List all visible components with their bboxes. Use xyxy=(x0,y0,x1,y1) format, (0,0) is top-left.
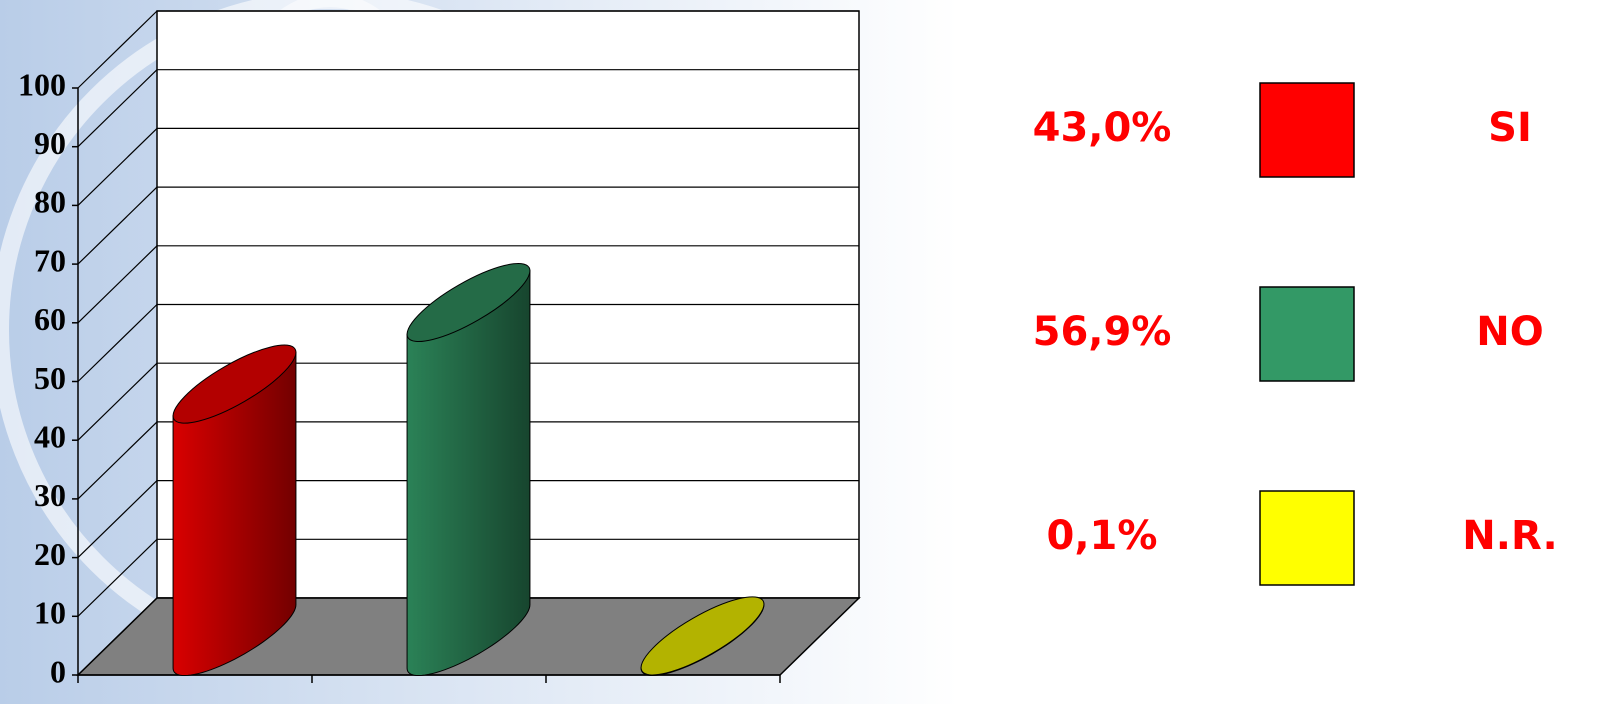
bar-top xyxy=(640,596,765,676)
plot-area: 0 10 20 30 40 50 60 70 80 90 100 xyxy=(18,10,861,689)
legend-label: SI xyxy=(1488,105,1532,151)
bar-top xyxy=(406,262,531,343)
side-grid-line xyxy=(77,597,158,676)
value-label: 56,9% xyxy=(1033,309,1172,355)
side-grid-line xyxy=(77,480,158,559)
y-tick-label: 0 xyxy=(50,653,66,689)
legend-swatch xyxy=(1259,286,1355,382)
y-tick-label: 20 xyxy=(34,536,66,572)
y-tick-label: 40 xyxy=(34,419,66,455)
legend-label: N.R. xyxy=(1462,513,1557,559)
bar xyxy=(172,351,297,677)
side-grid-line xyxy=(77,186,158,265)
legend-label: NO xyxy=(1476,309,1543,355)
y-tick-label: 50 xyxy=(34,360,66,396)
y-tick-label: 80 xyxy=(34,184,66,220)
y-tick-label: 60 xyxy=(34,301,66,337)
value-label: 0,1% xyxy=(1047,513,1158,559)
legend-swatch xyxy=(1259,490,1355,586)
y-tick-label: 10 xyxy=(34,595,66,631)
side-grid-line xyxy=(77,10,158,89)
side-grid-line xyxy=(77,362,158,441)
y-tick-label: 100 xyxy=(18,66,66,102)
bar-top xyxy=(172,344,297,424)
y-tick-label: 70 xyxy=(34,242,66,278)
y-tick-label: 30 xyxy=(34,477,66,513)
side-grid-line xyxy=(77,538,158,617)
side-grid-line xyxy=(77,421,158,500)
side-grid-line xyxy=(77,127,158,206)
side-grid-line xyxy=(77,69,158,148)
y-tick-label: 90 xyxy=(34,125,66,161)
side-grid-line xyxy=(77,304,158,382)
legend-swatch xyxy=(1259,82,1355,178)
legend: 43,0% SI 56,9% NO 0,1% N.R. xyxy=(1033,82,1558,586)
value-label: 43,0% xyxy=(1033,105,1172,151)
bar xyxy=(406,269,531,677)
side-grid-line xyxy=(77,245,158,324)
